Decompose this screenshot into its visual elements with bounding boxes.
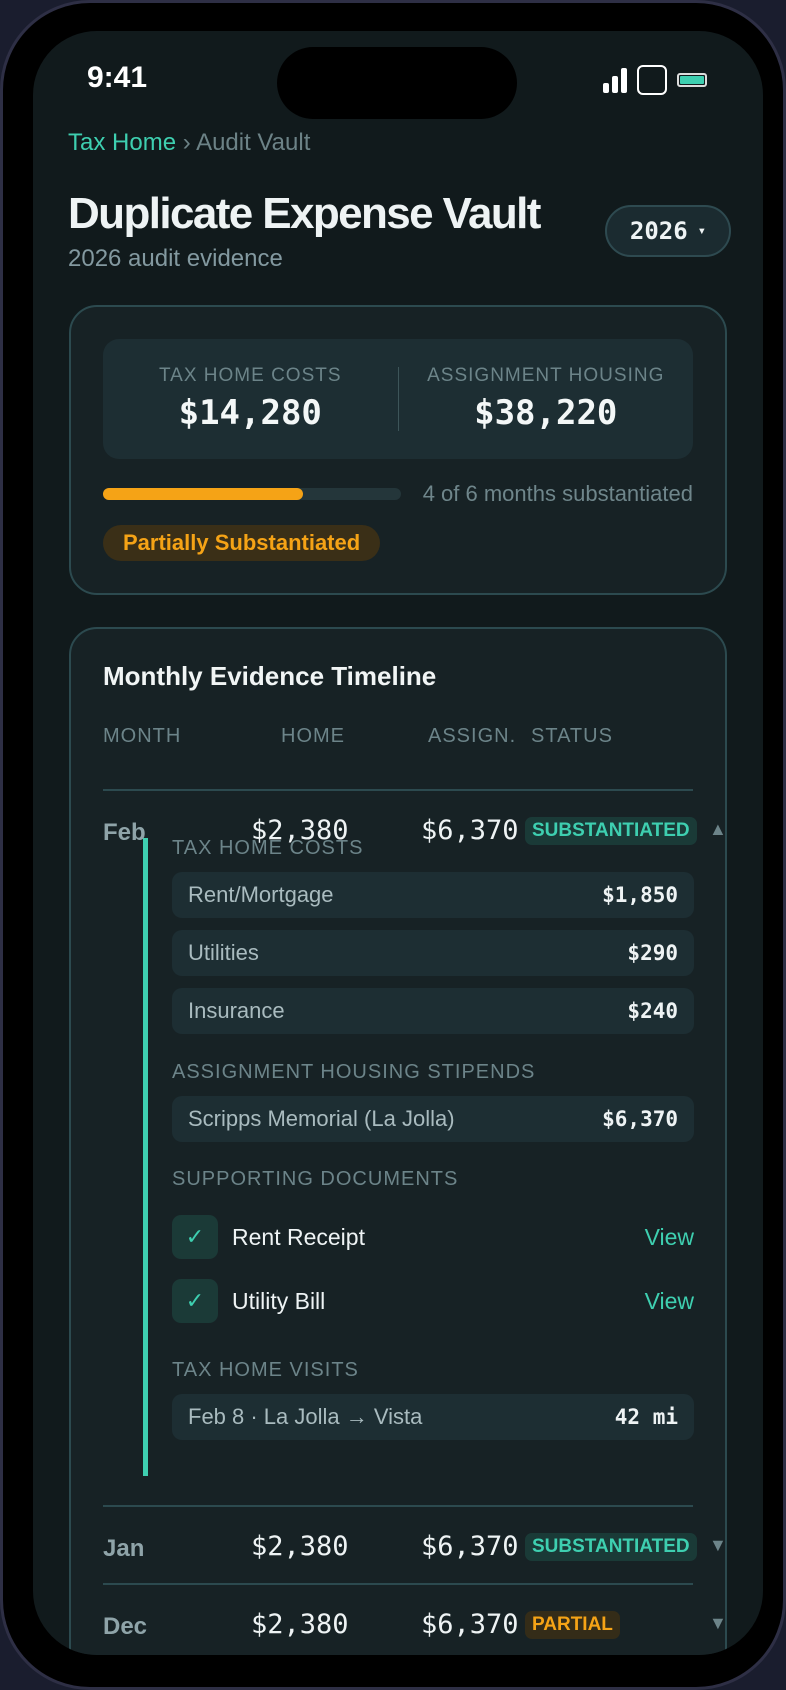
progress-bar (103, 488, 401, 500)
view-link[interactable]: View (644, 1287, 694, 1314)
row-month: Jan (103, 1535, 145, 1562)
row-status-badge: SUBSTANTIATED (525, 1533, 697, 1561)
item-value: 42 mi (614, 1405, 678, 1429)
document-label: Rent Receipt (232, 1223, 365, 1250)
breadcrumb-separator: › (182, 129, 191, 156)
item-label: Insurance (188, 998, 285, 1023)
screen: 9:41 Tax Home › Audit Vault Duplicate Ex… (33, 31, 763, 1655)
item-label: Utilities (188, 940, 259, 965)
year-select[interactable]: 2026 ▾ (605, 205, 731, 257)
section-documents: SUPPORTING DOCUMENTS (172, 1168, 459, 1190)
col-home: HOME (281, 725, 345, 747)
timeline-row-feb[interactable]: Feb $2,380 $6,370 SUBSTANTIATED ▲ (103, 795, 727, 869)
row-status-badge: PARTIAL (525, 1611, 620, 1639)
item-value: $1,850 (602, 883, 678, 907)
divider (397, 367, 399, 431)
row-month: Dec (103, 1613, 148, 1640)
summary-stats: TAX HOME COSTS $14,280 ASSIGNMENT HOUSIN… (103, 339, 693, 459)
cost-item: Rent/Mortgage $1,850 (172, 872, 694, 918)
item-value: $240 (627, 999, 678, 1023)
tax-home-value: $14,280 (178, 393, 322, 433)
progress-fill (103, 488, 303, 500)
row-month: Feb (103, 819, 146, 846)
assignment-label: ASSIGNMENT HOUSING (427, 365, 665, 386)
timeline-title: Monthly Evidence Timeline (103, 661, 437, 691)
item-label: Scripps Memorial (La Jolla) (188, 1106, 455, 1131)
row-assign: $6,370 (421, 1609, 519, 1640)
row-home: $2,380 (251, 1531, 349, 1562)
divider (103, 1583, 693, 1585)
divider (103, 1505, 693, 1507)
square-icon (637, 65, 667, 95)
section-tax-home: TAX HOME COSTS (172, 837, 364, 859)
document-utility-bill: ✓ Utility Bill View (172, 1278, 694, 1324)
status-icons (603, 65, 707, 95)
chevron-down-icon[interactable]: ▼ (709, 1535, 727, 1555)
item-label: Rent/Mortgage (188, 882, 334, 907)
section-visits: TAX HOME VISITS (172, 1359, 359, 1381)
document-label: Utility Bill (232, 1287, 326, 1314)
item-value: $6,370 (602, 1107, 678, 1131)
year-value: 2026 (629, 217, 688, 245)
status-time: 9:41 (87, 61, 148, 94)
chevron-down-icon: ▾ (697, 223, 707, 239)
cost-item: Insurance $240 (172, 988, 694, 1034)
page-title: Duplicate Expense Vault (68, 189, 541, 238)
row-status-badge: SUBSTANTIATED (525, 817, 697, 845)
tax-home-label: TAX HOME COSTS (158, 365, 342, 386)
row-home: $2,380 (251, 815, 349, 846)
chevron-up-icon[interactable]: ▲ (709, 819, 727, 839)
status-badge: Partially Substantiated (103, 525, 381, 561)
stipend-item: Scripps Memorial (La Jolla) $6,370 (172, 1096, 694, 1142)
row-assign: $6,370 (421, 1531, 519, 1562)
divider (103, 789, 693, 791)
visit-item: Feb 8 · La Jolla → Vista 42 mi (172, 1394, 694, 1440)
check-icon: ✓ (172, 1279, 218, 1323)
assignment-stat: ASSIGNMENT HOUSING $38,220 (399, 365, 694, 433)
item-value: $290 (627, 941, 678, 965)
check-icon: ✓ (172, 1215, 218, 1259)
tax-home-stat: TAX HOME COSTS $14,280 (103, 365, 398, 433)
row-home: $2,380 (251, 1609, 349, 1640)
chevron-down-icon[interactable]: ▼ (709, 1613, 727, 1633)
assignment-value: $38,220 (474, 393, 618, 433)
timeline-row-dec[interactable]: Dec $2,380 $6,370 PARTIAL ▼ (103, 1589, 727, 1655)
row-assign: $6,370 (421, 815, 519, 846)
detail-accent-bar (143, 838, 148, 1476)
battery-icon (677, 73, 707, 87)
dynamic-island (277, 47, 517, 119)
progress-text: 4 of 6 months substantiated (422, 481, 693, 506)
signal-icon (603, 67, 627, 93)
page-subtitle: 2026 audit evidence (68, 245, 283, 272)
breadcrumb-tax-home[interactable]: Tax Home (68, 129, 177, 156)
col-status: STATUS (531, 725, 613, 747)
item-label: Feb 8 · La Jolla → Vista (188, 1404, 423, 1429)
col-assign: ASSIGN. (428, 725, 517, 747)
cost-item: Utilities $290 (172, 930, 694, 976)
col-month: MONTH (103, 725, 182, 747)
timeline-row-jan[interactable]: Jan $2,380 $6,370 SUBSTANTIATED ▼ (103, 1511, 727, 1585)
section-stipends: ASSIGNMENT HOUSING STIPENDS (172, 1061, 536, 1083)
view-link[interactable]: View (644, 1223, 694, 1250)
summary-card: TAX HOME COSTS $14,280 ASSIGNMENT HOUSIN… (69, 305, 727, 595)
document-rent-receipt: ✓ Rent Receipt View (172, 1214, 694, 1260)
breadcrumb: Tax Home › Audit Vault (68, 129, 310, 157)
breadcrumb-current: Audit Vault (196, 129, 311, 156)
